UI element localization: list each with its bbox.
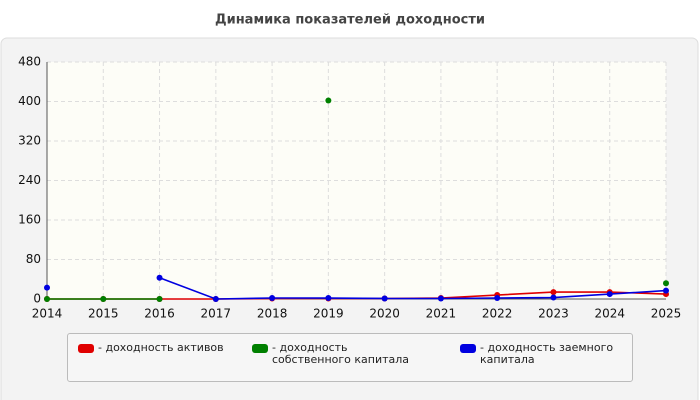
x-tick-label: 2021 — [426, 307, 457, 321]
data-point — [269, 295, 276, 302]
data-point — [381, 295, 388, 302]
series-line — [159, 277, 667, 300]
data-point — [212, 296, 219, 302]
x-tick-label: 2018 — [257, 307, 288, 321]
legend-label: - доходность активов — [98, 341, 224, 354]
data-point — [663, 287, 669, 294]
y-tick-label: 320 — [18, 134, 41, 148]
data-point — [606, 291, 613, 298]
legend-swatch — [78, 344, 94, 353]
data-point — [550, 289, 557, 296]
x-tick-label: 2020 — [369, 307, 400, 321]
legend-swatch — [460, 344, 476, 353]
data-point — [437, 295, 444, 302]
legend-swatch — [252, 344, 268, 353]
legend-item[interactable]: - доходность собственного капитала — [252, 342, 422, 366]
y-tick-label: 80 — [26, 252, 41, 266]
y-tick-label: 240 — [18, 173, 41, 187]
x-tick-label: 2014 — [32, 307, 63, 321]
y-tick-label: 480 — [18, 55, 41, 69]
chart-title: Динамика показателей доходности — [215, 13, 485, 28]
x-tick-label: 2022 — [482, 307, 513, 321]
x-tick-label: 2025 — [651, 307, 682, 321]
data-point — [156, 274, 163, 281]
y-tick-label: 160 — [18, 213, 41, 227]
legend-item[interactable]: - доходность активов — [78, 342, 248, 354]
data-point — [663, 280, 669, 287]
data-point — [494, 295, 501, 302]
data-point — [325, 97, 332, 104]
x-tick-label: 2015 — [88, 307, 119, 321]
x-tick-label: 2016 — [144, 307, 175, 321]
legend-label: - доходность заемного капитала — [480, 341, 614, 366]
x-tick-label: 2019 — [313, 307, 344, 321]
data-point — [325, 295, 332, 302]
legend-item[interactable]: - доходность заемного капитала — [460, 342, 630, 366]
data-point — [156, 296, 163, 302]
data-point — [44, 284, 50, 291]
legend-label: - доходность собственного капитала — [272, 341, 410, 366]
x-tick-label: 2017 — [201, 307, 232, 321]
y-tick-label: 0 — [33, 292, 41, 306]
y-tick-label: 400 — [18, 94, 41, 108]
data-point — [550, 294, 557, 301]
data-point — [44, 296, 50, 302]
legend: - доходность активов - доходность собстве… — [67, 333, 633, 382]
data-point — [100, 296, 107, 302]
x-tick-label: 2024 — [594, 307, 625, 321]
x-tick-label: 2023 — [538, 307, 569, 321]
